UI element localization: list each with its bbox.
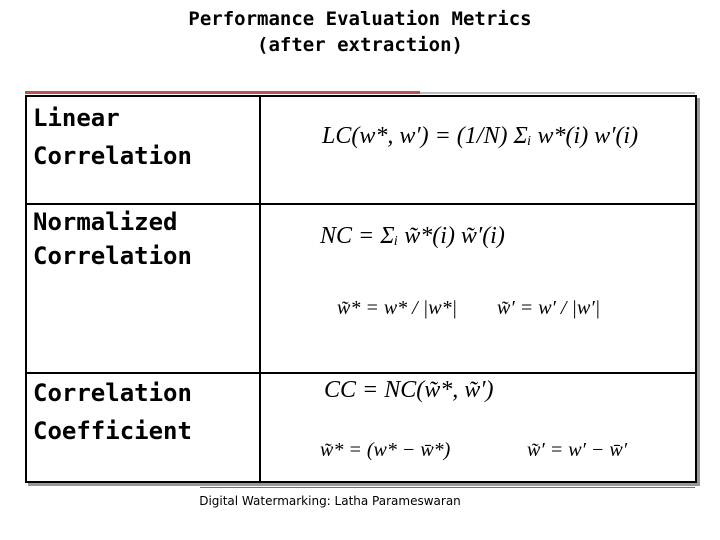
formula: w̃′ = w′ − w̄′ (527, 439, 628, 461)
column-divider (259, 97, 261, 481)
row-divider (27, 372, 695, 374)
formula: NC = Σᵢ w̃*(i) w̃′(i) (320, 223, 505, 249)
formula: w̃* = w* / |w*| (337, 297, 458, 319)
row-label: Correlation Coefficient (33, 374, 257, 450)
title: Performance Evaluation Metrics (after ex… (0, 6, 720, 58)
table: Linear Correlation LC(w*, w′) = (1/N) Σᵢ… (25, 95, 697, 483)
label-line: Coefficient (33, 417, 192, 445)
label-line: Correlation (33, 142, 192, 170)
title-line: Performance Evaluation Metrics (188, 8, 532, 30)
row-divider (27, 203, 695, 205)
accent-line (25, 91, 420, 94)
row-label: Linear Correlation (33, 99, 257, 175)
formula: CC = NC(w̃*, w̃′) (324, 377, 494, 403)
row-label: Normalized Correlation (33, 205, 257, 273)
formula: w̃* = (w* − w̄*) (320, 439, 451, 461)
footer: Digital Watermarking: Latha Parameswaran (199, 494, 461, 508)
footer-line (200, 487, 695, 488)
label-line: Correlation (33, 379, 192, 407)
label-line: Linear (33, 104, 120, 132)
formula: LC(w*, w′) = (1/N) Σᵢ w*(i) w′(i) (322, 123, 639, 149)
accent-line (420, 92, 695, 94)
formula: w̃′ = w′ / |w′| (497, 297, 601, 319)
label-line: Correlation (33, 242, 192, 270)
title-line: (after extraction) (257, 34, 463, 56)
label-line: Normalized (33, 208, 178, 236)
